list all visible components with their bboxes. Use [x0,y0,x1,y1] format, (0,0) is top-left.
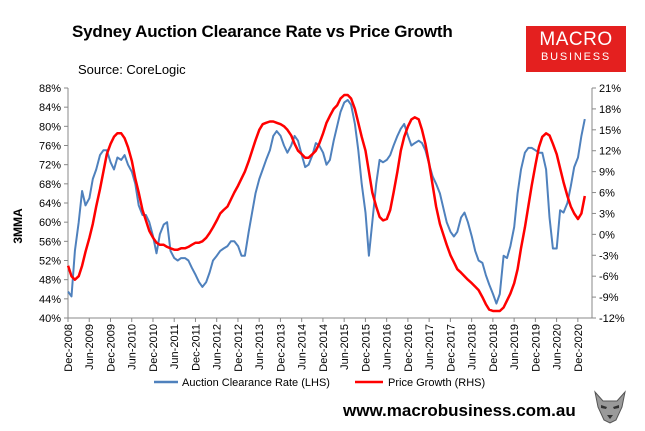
left-axis-tick-label: 64% [39,198,61,210]
right-axis-tick-label: 15% [599,125,621,137]
left-axis-tick-label: 44% [39,294,61,306]
left-axis-tick-label: 52% [39,256,61,268]
x-axis-tick-label: Dec-2014 [318,324,330,372]
wolf-mascot-icon [592,390,628,424]
website-url: www.macrobusiness.com.au [343,401,576,420]
x-axis-tick-label: Jun-2015 [339,324,351,370]
x-axis-tick-label: Jun-2013 [254,324,266,370]
x-axis-tick-label: Jun-2020 [552,324,564,370]
left-axis-tick-label: 48% [39,275,61,287]
right-axis-tick-label: 9% [599,167,615,179]
chart-title: Sydney Auction Clearance Rate vs Price G… [72,22,453,41]
x-axis-tick-label: Dec-2020 [573,324,585,372]
right-axis-tick-label: 12% [599,146,621,158]
left-axis-tick-label: 72% [39,160,61,172]
legend: Auction Clearance Rate (LHS) Price Growt… [154,377,485,389]
x-axis-tick-label: Jun-2014 [297,324,309,370]
logo-line-2: BUSINESS [540,51,612,63]
left-axis-tick-label: 60% [39,217,61,229]
x-axis-tick-label: Dec-2008 [63,324,75,372]
x-axis-tick-label: Dec-2010 [148,324,160,372]
logo-line-1: MACRO [539,29,613,50]
x-axis-tick-label: Jun-2011 [169,324,181,369]
left-axis-tick-label: 68% [39,179,61,191]
y-axis-title: 3MMA [11,208,25,244]
right-axis-tick-label: -12% [599,313,625,325]
left-axis: 88% 84% 80% 76% 72% 68% 64% 60% 56% 52% 48% 44% 40% [39,83,68,325]
x-axis-tick-label: Jun-2012 [212,324,224,370]
source-label: Source: CoreLogic [78,62,186,77]
clearance-rate-line [67,99,586,305]
price-growth-line [66,93,587,313]
left-axis-tick-label: 88% [39,83,61,95]
x-axis-tick-label: Jun-2018 [467,324,479,370]
left-axis-tick-label: 84% [39,102,61,114]
x-axis-tick-label: Dec-2018 [488,324,500,372]
x-axis-tick-label: Dec-2016 [403,324,415,372]
x-axis-tick-label: Dec-2009 [105,324,117,372]
x-axis-tick-label: Jun-2010 [127,324,139,370]
macrobusiness-logo: MACRO BUSINESS [526,26,626,72]
x-axis-tick-label: Dec-2015 [360,324,372,372]
right-axis-tick-label: 0% [599,229,615,241]
series-lines [66,93,587,313]
left-axis-tick-label: 40% [39,313,61,325]
legend-label-clearance: Auction Clearance Rate (LHS) [182,377,330,389]
left-axis-tick-label: 56% [39,236,61,248]
x-axis-tick-label: Dec-2011 [190,324,202,371]
right-axis-tick-label: 6% [599,188,615,200]
left-axis-tick-label: 76% [39,141,61,153]
x-axis-tick-label: Jun-2019 [509,324,521,370]
right-axis: 21% 18% 15% 12% 9% 6% 3% 0% -3% -6% -9% -12% [592,83,625,325]
x-axis-tick-label: Dec-2013 [275,324,287,372]
x-axis-tick-label: Jun-2016 [382,324,394,370]
x-axis: Dec-2008 Jun-2009 Dec-2009 Jun-2010 Dec-2010… [63,318,585,372]
legend-label-price: Price Growth (RHS) [388,377,485,389]
left-axis-tick-label: 80% [39,121,61,133]
x-axis-tick-label: Dec-2017 [445,324,457,372]
x-axis-tick-label: Jun-2009 [84,324,96,370]
x-axis-tick-label: Dec-2012 [233,324,245,372]
x-axis-tick-label: Dec-2019 [530,324,542,372]
right-axis-tick-label: 18% [599,104,621,116]
right-axis-tick-label: 21% [599,83,621,95]
right-axis-tick-label: 3% [599,208,615,220]
right-axis-tick-label: -6% [599,271,619,283]
right-axis-tick-label: -9% [599,292,619,304]
x-axis-tick-label: Jun-2017 [424,324,436,370]
right-axis-tick-label: -3% [599,250,619,262]
